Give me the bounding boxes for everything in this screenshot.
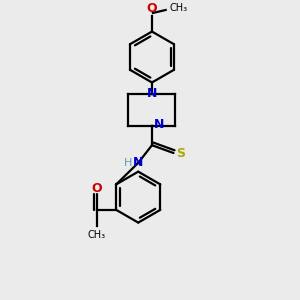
Text: S: S [176, 146, 185, 160]
Text: H: H [124, 158, 133, 168]
Text: N: N [154, 118, 164, 131]
Text: N: N [147, 87, 157, 100]
Text: O: O [147, 2, 157, 15]
Text: O: O [91, 182, 102, 195]
Text: CH₃: CH₃ [169, 3, 188, 13]
Text: N: N [133, 156, 143, 169]
Text: CH₃: CH₃ [88, 230, 106, 240]
